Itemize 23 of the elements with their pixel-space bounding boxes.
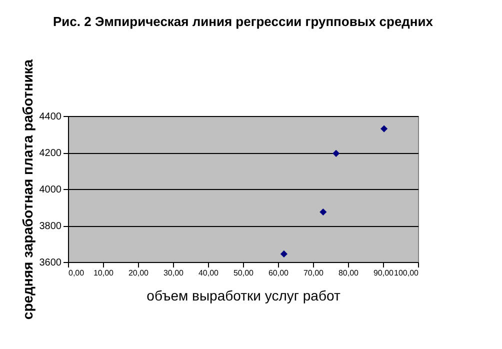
point bbox=[280, 250, 288, 258]
point bbox=[332, 150, 340, 157]
x-tick-label: 70,00 bbox=[303, 268, 324, 278]
x-tick-label: 80,00 bbox=[338, 268, 360, 278]
x-tick-label: 90,00 bbox=[373, 268, 394, 278]
y-tick-label: 4200 bbox=[39, 148, 62, 159]
x-tick-label: 60,00 bbox=[268, 268, 290, 278]
x-tick-label: 100,00 bbox=[394, 268, 420, 278]
y-axis-title: средняя заработная плата работника bbox=[19, 59, 36, 320]
chart-title: Рис. 2 Эмпирическая линия регрессии групповых средних bbox=[52, 14, 434, 29]
x-tick-label: 10,00 bbox=[93, 268, 114, 278]
x-tick-label: 0,00 bbox=[68, 268, 85, 278]
point bbox=[380, 125, 388, 132]
point bbox=[320, 208, 327, 216]
y-tick-label: 3600 bbox=[39, 258, 62, 268]
x-tick-label: 20,00 bbox=[128, 268, 150, 278]
y-tick-label: 4400 bbox=[39, 112, 62, 122]
x-axis-title: объем выработки услуг работ bbox=[146, 288, 341, 304]
y-tick-label: 4000 bbox=[39, 184, 62, 196]
x-tick-label: 30,00 bbox=[163, 268, 184, 278]
y-tick-label: 3800 bbox=[39, 221, 62, 232]
x-tick-label: 50,00 bbox=[233, 268, 254, 278]
x-tick-label: 40,00 bbox=[198, 268, 220, 278]
